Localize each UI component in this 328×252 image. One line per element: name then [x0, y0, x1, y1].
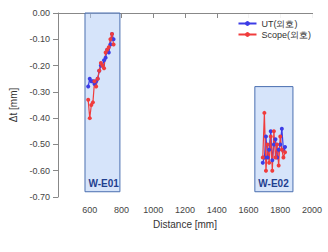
svg-text:UT(외호): UT(외호)	[261, 19, 297, 29]
svg-text:-0.30: -0.30	[29, 87, 50, 97]
svg-text:1200: 1200	[175, 205, 195, 215]
svg-text:-0.60: -0.60	[29, 166, 50, 176]
svg-text:800: 800	[114, 205, 129, 215]
svg-text:1000: 1000	[143, 205, 163, 215]
svg-text:W-E01: W-E01	[88, 178, 119, 189]
svg-text:-0.70: -0.70	[29, 192, 50, 202]
svg-text:1800: 1800	[270, 205, 290, 215]
svg-text:-0.10: -0.10	[29, 34, 50, 44]
svg-text:0.00: 0.00	[32, 8, 50, 18]
svg-text:Δt [mm]: Δt [mm]	[8, 88, 19, 123]
svg-text:Scope(외호): Scope(외호)	[261, 30, 311, 40]
svg-text:Distance [mm]: Distance [mm]	[153, 219, 217, 230]
svg-text:600: 600	[82, 205, 97, 215]
svg-text:-0.20: -0.20	[29, 61, 50, 71]
svg-text:W-E02: W-E02	[258, 178, 289, 189]
svg-text:1600: 1600	[238, 205, 258, 215]
svg-text:-0.50: -0.50	[29, 139, 50, 149]
svg-text:2000: 2000	[302, 205, 322, 215]
svg-text:-0.40: -0.40	[29, 113, 50, 123]
svg-text:1400: 1400	[207, 205, 227, 215]
